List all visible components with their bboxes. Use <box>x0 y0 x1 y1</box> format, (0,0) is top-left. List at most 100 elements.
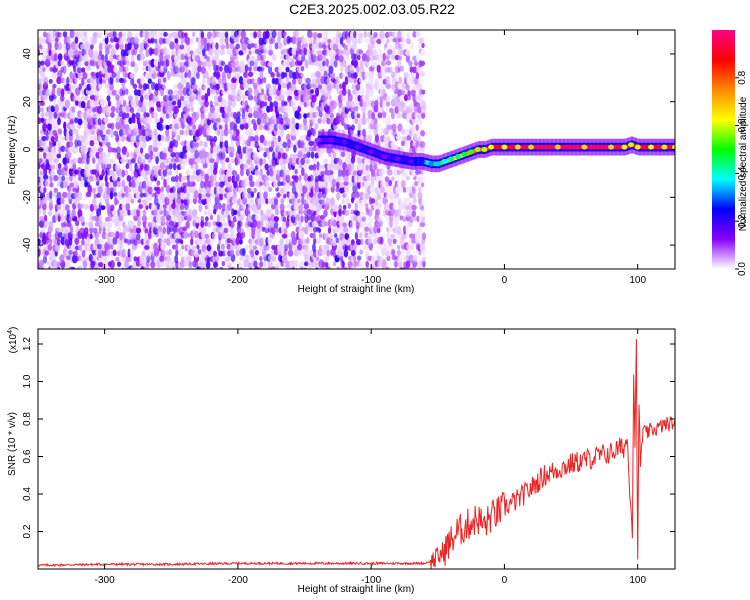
heatmap-cell <box>172 220 177 228</box>
ridge-core <box>403 157 406 163</box>
heatmap-cell <box>242 163 248 171</box>
heatmap-cell <box>107 227 111 233</box>
ridge-point <box>314 137 321 143</box>
heatmap-cell <box>341 237 346 247</box>
heatmap-cell <box>281 82 288 89</box>
heatmap-cell <box>367 221 373 229</box>
heatmap-cell <box>106 185 111 195</box>
ridge-point <box>394 156 401 162</box>
heatmap-cell <box>148 181 152 187</box>
heatmap-cell <box>161 151 167 160</box>
ridge-core <box>655 144 658 150</box>
heatmap-cell <box>276 192 281 198</box>
heatmap-cell <box>216 156 220 164</box>
heatmap-cell <box>291 244 296 251</box>
heatmap-cell <box>379 185 385 194</box>
heatmap-cell <box>115 256 120 262</box>
heatmap-cell <box>245 146 249 154</box>
heatmap-cell <box>356 255 362 261</box>
heatmap-cell <box>144 42 149 48</box>
heatmap-cell <box>397 208 402 218</box>
heatmap-cell <box>229 245 234 251</box>
heatmap-cell <box>259 219 264 229</box>
heatmap-cell <box>312 32 318 39</box>
heatmap-cell <box>370 169 376 177</box>
heatmap-cell <box>94 231 100 239</box>
heatmap-cell <box>394 191 399 199</box>
heatmap-cell <box>217 95 223 103</box>
heatmap-cell <box>60 181 64 189</box>
heatmap-cell <box>79 227 85 233</box>
heatmap-cell <box>53 53 58 62</box>
heatmap-cell <box>73 128 79 135</box>
heatmap-cell <box>333 151 337 159</box>
heatmap-cell <box>285 117 291 126</box>
heatmap-cell <box>287 249 294 257</box>
heatmap-cell <box>60 88 65 97</box>
heatmap-cell <box>204 248 208 258</box>
heatmap-cell <box>281 99 285 107</box>
heatmap-cell <box>187 209 194 218</box>
heatmap-cell <box>200 66 206 74</box>
heatmap-cell <box>68 146 73 154</box>
heatmap-cell <box>179 65 186 73</box>
ridge-point <box>328 137 335 143</box>
heatmap-cell <box>141 214 147 223</box>
heatmap-cell <box>340 151 346 157</box>
ridge-core <box>595 144 598 150</box>
heatmap-cell <box>132 83 138 90</box>
heatmap-cell <box>156 165 162 171</box>
y-tick-label: -40 <box>22 237 33 252</box>
heatmap-cell <box>200 112 205 120</box>
heatmap-cell <box>395 134 402 141</box>
heatmap-cell <box>253 105 258 112</box>
heatmap-cell <box>247 262 253 269</box>
heatmap-cell <box>379 100 383 108</box>
heatmap-cell <box>367 109 373 119</box>
heatmap-cell <box>51 149 57 159</box>
heatmap-cell <box>57 237 61 246</box>
heatmap-cell <box>143 111 147 118</box>
heatmap-cell <box>174 37 179 44</box>
heatmap-cell <box>338 83 343 90</box>
heatmap-cell <box>77 254 82 262</box>
ridge-core <box>377 152 380 157</box>
heatmap-cell <box>48 48 52 57</box>
y-tick-label: 1.2 <box>22 337 33 351</box>
heatmap-cell <box>145 238 150 246</box>
heatmap-cell <box>342 222 348 228</box>
heatmap-cell <box>380 128 385 136</box>
ridge-core <box>323 137 326 143</box>
heatmap-cell <box>343 249 349 258</box>
heatmap-cell <box>232 186 237 195</box>
ridge-core <box>552 144 555 150</box>
ridge-core <box>320 137 323 143</box>
heatmap-cell <box>328 95 332 101</box>
heatmap-cell <box>278 158 284 166</box>
ridge-core <box>507 144 510 150</box>
heatmap-cell <box>74 48 79 58</box>
heatmap-cell <box>352 36 358 46</box>
heatmap-cell <box>72 233 77 240</box>
heatmap-cell <box>347 152 352 160</box>
colorbar-ticks: 0.00.20.40.60.8 <box>735 70 748 276</box>
ridge-core <box>493 144 496 150</box>
heatmap-cell <box>153 255 158 263</box>
heatmap-cell <box>38 220 45 228</box>
heatmap-cell <box>181 244 185 250</box>
heatmap-cell <box>280 129 285 137</box>
heatmap-cell <box>249 60 255 67</box>
heatmap-cell <box>416 111 423 120</box>
heatmap-cell <box>324 261 329 268</box>
heatmap-cell <box>277 65 283 74</box>
heatmap-cell <box>212 220 217 227</box>
ridge-core <box>351 142 354 147</box>
heatmap-cell <box>54 133 59 143</box>
heatmap-cell <box>303 123 308 131</box>
heatmap-cell <box>399 237 405 246</box>
heatmap-cell <box>38 77 44 83</box>
heatmap-cell <box>285 53 290 61</box>
heatmap-cell <box>247 87 253 97</box>
heatmap-cell <box>283 226 288 235</box>
